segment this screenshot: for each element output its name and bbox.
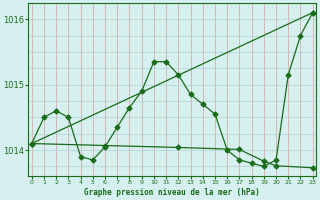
X-axis label: Graphe pression niveau de la mer (hPa): Graphe pression niveau de la mer (hPa) bbox=[84, 188, 260, 197]
